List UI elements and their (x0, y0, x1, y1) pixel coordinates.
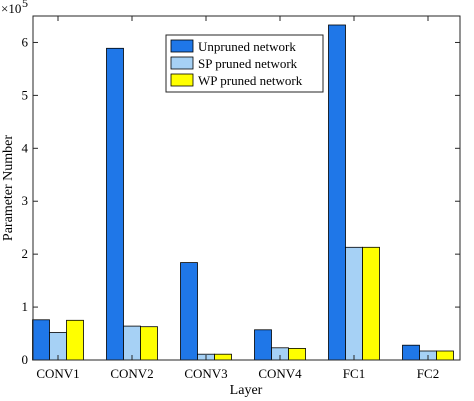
bar-fc2-unpruned (402, 344, 420, 361)
legend-label-sp: SP pruned network (198, 56, 298, 71)
y-axis-ticks: 0 1 2 3 4 5 6 (22, 34, 460, 367)
y-tick-label: 5 (22, 87, 29, 102)
legend-swatch-wp (170, 73, 194, 87)
bar-fc1-unpruned (328, 24, 346, 361)
x-tick-label-conv1: CONV1 (36, 366, 79, 381)
bar-conv4-unpruned (254, 329, 272, 361)
x-tick-label-fc1: FC1 (343, 366, 365, 381)
bar-fc2-wp (436, 350, 454, 361)
bar-conv2-sp (123, 325, 141, 361)
y-scale-multiplier: ×10 (1, 1, 21, 16)
y-tick-label: 6 (22, 34, 29, 49)
y-scale-exponent: 5 (22, 0, 28, 10)
legend: Unpruned network SP pruned network WP pr… (165, 34, 324, 93)
bar-fc1-sp (345, 246, 363, 361)
legend-swatch-unpruned (170, 39, 194, 53)
x-tick-label-fc2: FC2 (417, 366, 439, 381)
bar-conv3-unpruned (180, 262, 198, 361)
y-tick-label: 4 (22, 140, 29, 155)
bar-conv3-wp (214, 353, 232, 361)
x-tick-label-conv3: CONV3 (184, 366, 227, 381)
y-tick-label: 2 (22, 246, 29, 261)
bar-conv1-unpruned (32, 319, 50, 361)
y-tick-label: 1 (22, 299, 29, 314)
plot-frame (32, 15, 461, 361)
y-axis-label: Parameter Number (1, 135, 16, 241)
bar-conv2-wp (140, 326, 158, 361)
y-tick-label: 0 (22, 352, 29, 367)
x-axis-label: Layer (230, 383, 263, 398)
x-tick-label-conv2: CONV2 (110, 366, 153, 381)
x-axis-ticks: CONV1 CONV2 CONV3 CONV4 FC1 FC2 (36, 16, 439, 381)
legend-label-unpruned: Unpruned network (198, 39, 296, 54)
bar-conv2-unpruned (106, 47, 124, 361)
x-tick-label-conv4: CONV4 (258, 366, 302, 381)
legend-swatch-sp (170, 56, 194, 70)
bars-layer (32, 24, 454, 361)
legend-label-wp: WP pruned network (198, 73, 303, 88)
bar-fc1-wp (362, 246, 380, 361)
bar-conv1-wp (66, 319, 84, 361)
y-tick-label: 3 (22, 193, 29, 208)
bar-conv4-wp (288, 347, 306, 361)
